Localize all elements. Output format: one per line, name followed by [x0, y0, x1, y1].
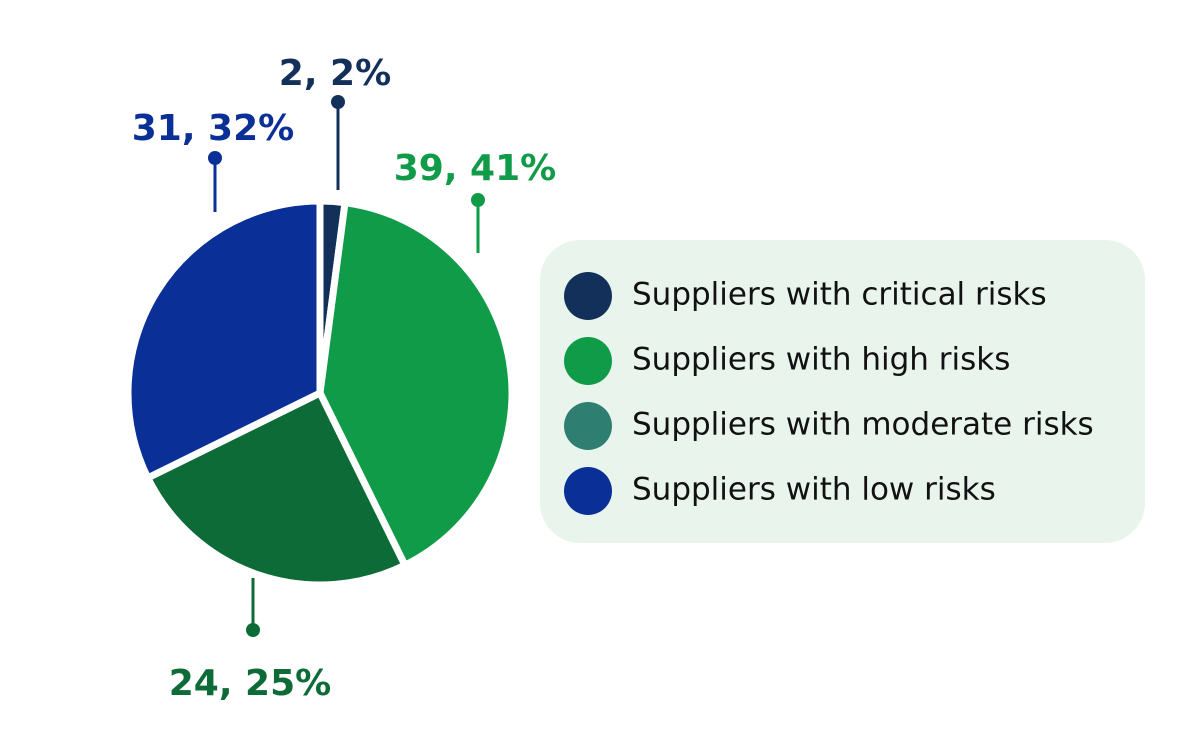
pie-slice — [316, 199, 516, 569]
legend-label: Suppliers with critical risks — [632, 277, 1047, 313]
leader-dot — [331, 95, 345, 109]
legend-marker — [564, 402, 612, 450]
leader-dot — [471, 193, 485, 207]
data-label: 39, 41% — [394, 148, 556, 189]
pie-slice — [124, 197, 324, 482]
legend-label: Suppliers with low risks — [632, 472, 996, 508]
data-label: 31, 32% — [132, 108, 294, 149]
legend-label: Suppliers with moderate risks — [632, 407, 1094, 443]
legend-label: Suppliers with high risks — [632, 342, 1010, 378]
leader-dot — [208, 151, 222, 165]
leader-dot — [246, 623, 260, 637]
data-label: 24, 25% — [169, 663, 331, 704]
pie-slice — [144, 389, 409, 589]
data-label: 2, 2% — [279, 53, 391, 94]
legend-marker — [564, 272, 612, 320]
legend-marker — [564, 467, 612, 515]
legend-box — [540, 240, 1145, 543]
legend-marker — [564, 337, 612, 385]
